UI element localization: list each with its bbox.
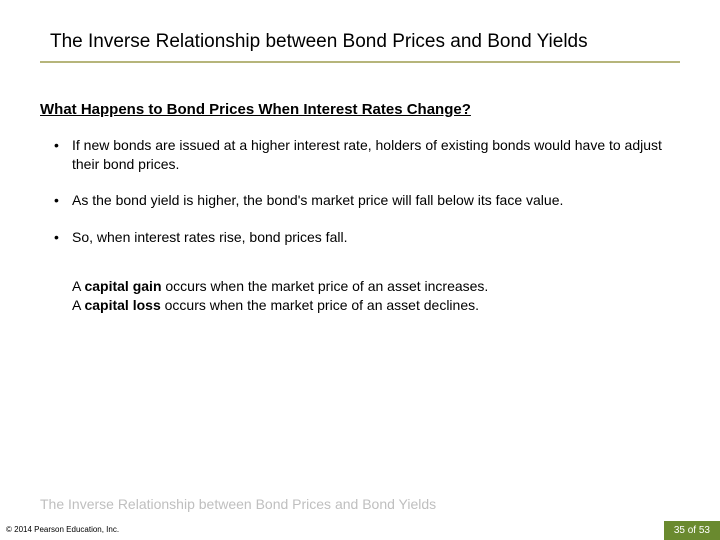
definition-prefix: A (72, 297, 84, 313)
definition-line: A capital loss occurs when the market pr… (72, 296, 670, 315)
page-current: 35 (674, 525, 685, 536)
definition-rest: occurs when the market price of an asset… (162, 278, 489, 294)
slide-subheading: What Happens to Bond Prices When Interes… (0, 63, 720, 118)
slide-title: The Inverse Relationship between Bond Pr… (0, 0, 720, 61)
list-item: If new bonds are issued at a higher inte… (50, 136, 670, 174)
definitions-block: A capital gain occurs when the market pr… (0, 265, 720, 315)
definition-prefix: A (72, 278, 84, 294)
definition-term: capital gain (84, 278, 161, 294)
footer-topic: The Inverse Relationship between Bond Pr… (40, 496, 436, 512)
page-number-badge: 35 of 53 (664, 521, 720, 540)
page-total: 53 (699, 525, 710, 536)
definition-term: capital loss (84, 297, 160, 313)
list-item: So, when interest rates rise, bond price… (50, 228, 670, 247)
bullet-list: If new bonds are issued at a higher inte… (0, 118, 720, 248)
definition-rest: occurs when the market price of an asset… (161, 297, 479, 313)
list-item: As the bond yield is higher, the bond's … (50, 191, 670, 210)
copyright-text: © 2014 Pearson Education, Inc. (6, 525, 119, 534)
page-of-label: of (688, 525, 696, 536)
definition-line: A capital gain occurs when the market pr… (72, 277, 670, 296)
